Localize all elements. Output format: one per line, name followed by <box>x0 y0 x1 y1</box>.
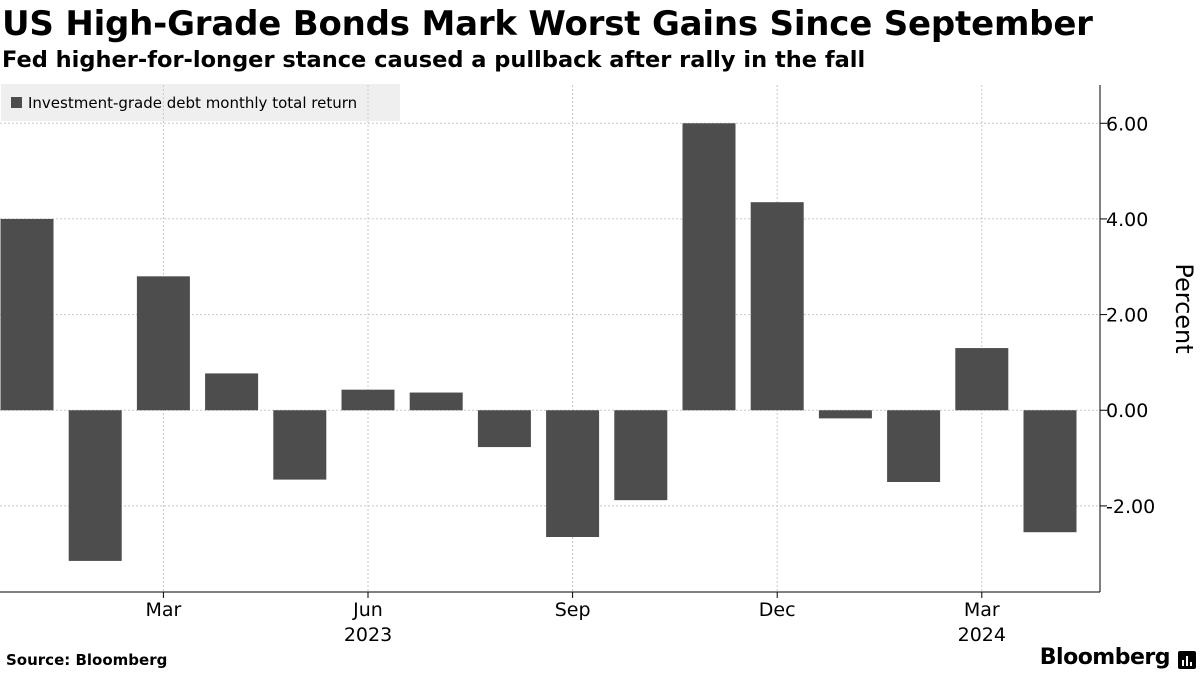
bars <box>0 123 1077 561</box>
bar-mar-2023 <box>136 276 190 411</box>
source-note: Source: Bloomberg <box>6 651 168 669</box>
bar-oct-2023 <box>614 410 668 501</box>
y-tick-label: 0.00 <box>1106 400 1148 422</box>
y-tick-label: 4.00 <box>1106 209 1148 231</box>
y-tick-label: -2.00 <box>1106 496 1155 518</box>
y-tick-label: 2.00 <box>1106 305 1148 327</box>
bar-jul-2023 <box>409 392 463 411</box>
bar-feb-2024 <box>887 410 941 482</box>
bar-nov-2023 <box>682 123 736 411</box>
bar-jun-2023 <box>341 389 395 411</box>
x-year-label: 2023 <box>344 624 392 646</box>
y-axis: 6.00 4.00 2.00 0.00 -2.00 Percent <box>0 85 1198 593</box>
x-tick-label: Jun <box>352 599 383 621</box>
bloomberg-chart-icon <box>1178 651 1196 669</box>
bar-feb-2023 <box>68 410 122 561</box>
legend-swatch <box>11 97 22 108</box>
bar-jan-2023 <box>0 218 54 411</box>
y-axis-title: Percent <box>1170 263 1198 353</box>
bar-aug-2023 <box>477 410 531 448</box>
x-axis-labels: Mar Jun Sep Dec Mar 2023 2024 <box>145 592 1006 646</box>
bar-mar-2024 <box>955 348 1009 411</box>
bar-jan-2024 <box>818 410 872 419</box>
bar-sep-2023 <box>546 410 600 537</box>
x-year-label: 2024 <box>958 624 1006 646</box>
legend-label: Investment-grade debt monthly total retu… <box>28 93 358 112</box>
bloomberg-logo-text: Bloomberg <box>1039 645 1171 670</box>
bar-apr-2024 <box>1023 410 1077 533</box>
chart-subtitle: Fed higher-for-longer stance caused a pu… <box>2 47 866 73</box>
y-tick-label: 6.00 <box>1106 113 1148 135</box>
x-tick-label: Mar <box>964 599 1000 621</box>
bar-dec-2023 <box>750 202 804 411</box>
bar-apr-2023 <box>205 373 259 411</box>
legend: Investment-grade debt monthly total retu… <box>1 84 400 121</box>
chart-title: US High-Grade Bonds Mark Worst Gains Sin… <box>2 4 1093 44</box>
bar-may-2023 <box>273 410 327 480</box>
x-tick-label: Mar <box>145 599 181 621</box>
x-tick-label: Dec <box>759 599 796 621</box>
x-tick-label: Sep <box>555 599 591 621</box>
